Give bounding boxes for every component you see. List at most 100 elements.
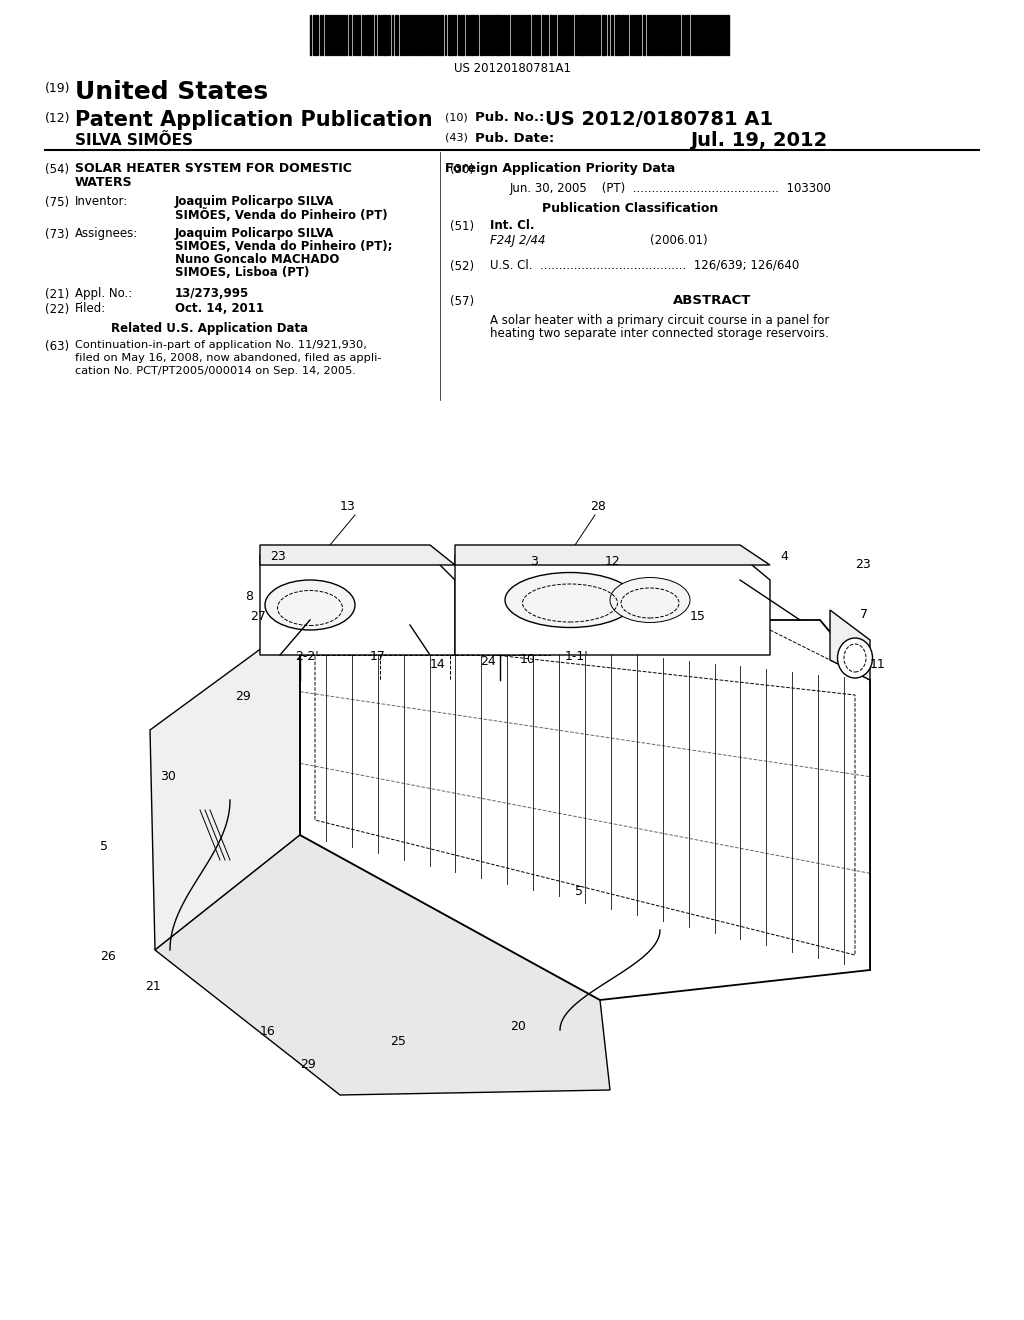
Text: Filed:: Filed: [75,302,106,315]
Text: 23: 23 [855,558,870,572]
Bar [523,15,525,55]
Bar [406,15,408,55]
Text: 4: 4 [780,550,787,564]
Text: (12): (12) [45,112,71,125]
Text: U.S. Cl.  .......................................  126/639; 126/640: U.S. Cl. ...............................… [490,259,800,272]
Polygon shape [455,554,770,655]
Text: 7: 7 [860,609,868,620]
Ellipse shape [838,638,872,678]
Bar [451,15,453,55]
Ellipse shape [265,579,355,630]
Text: Jun. 30, 2005    (PT)  .......................................  103300: Jun. 30, 2005 (PT) .....................… [510,182,831,195]
Text: Inventor:: Inventor: [75,195,128,209]
Polygon shape [300,620,870,1001]
Text: 5: 5 [100,840,108,853]
Text: 13/273,995: 13/273,995 [175,286,249,300]
Text: 3: 3 [530,554,538,568]
Text: Foreign Application Priority Data: Foreign Application Priority Data [444,162,675,176]
Text: SOLAR HEATER SYSTEM FOR DOMESTIC: SOLAR HEATER SYSTEM FOR DOMESTIC [75,162,352,176]
Bar [611,15,613,55]
Bar [534,15,536,55]
Text: 11: 11 [870,657,886,671]
Text: F24J 2/44: F24J 2/44 [490,234,546,247]
Bar [550,15,552,55]
Text: 12: 12 [605,554,621,568]
Text: A solar heater with a primary circuit course in a panel for: A solar heater with a primary circuit co… [490,314,829,327]
Text: 23: 23 [270,550,286,564]
Text: (54): (54) [45,162,70,176]
Text: 1-1': 1-1' [565,649,589,663]
Text: cation No. PCT/PT2005/000014 on Sep. 14, 2005.: cation No. PCT/PT2005/000014 on Sep. 14,… [75,366,356,376]
Bar [415,15,417,55]
Text: (10): (10) [445,112,468,121]
Bar [528,15,530,55]
Text: (43): (43) [445,133,468,143]
Text: 28: 28 [590,500,606,513]
Text: 29: 29 [300,1059,315,1071]
Text: filed on May 16, 2008, now abandoned, filed as appli-: filed on May 16, 2008, now abandoned, fi… [75,352,382,363]
Text: 25: 25 [390,1035,406,1048]
Text: (30): (30) [450,162,474,176]
Text: 30: 30 [160,770,176,783]
Bar [368,15,370,55]
Bar [598,15,600,55]
Bar [454,15,456,55]
Text: Joaquim Policarpo SILVA: Joaquim Policarpo SILVA [175,227,335,240]
Text: 2-2': 2-2' [295,649,318,663]
Text: SIMÕES, Venda do Pinheiro (PT): SIMÕES, Venda do Pinheiro (PT) [175,209,388,222]
Text: 13: 13 [340,500,355,513]
Text: 14: 14 [430,657,445,671]
Text: Joaquim Policarpo SILVA: Joaquim Policarpo SILVA [175,195,335,209]
Text: (19): (19) [45,82,71,95]
Text: (52): (52) [450,260,474,273]
Text: Int. Cl.: Int. Cl. [490,219,535,232]
Text: SILVA SIMÕES: SILVA SIMÕES [75,133,193,148]
Text: 20: 20 [510,1020,526,1034]
Text: US 2012/0180781 A1: US 2012/0180781 A1 [545,110,773,129]
Text: 21: 21 [145,979,161,993]
Polygon shape [155,836,610,1096]
Text: SIMOES, Venda do Pinheiro (PT);: SIMOES, Venda do Pinheiro (PT); [175,240,392,253]
Bar [449,15,450,55]
Text: Publication Classification: Publication Classification [542,202,718,215]
Text: Appl. No.:: Appl. No.: [75,286,132,300]
Text: 27: 27 [250,610,266,623]
Bar [632,15,634,55]
Text: 15: 15 [690,610,706,623]
Bar [702,15,705,55]
Text: United States: United States [75,81,268,104]
Text: Continuation-in-part of application No. 11/921,930,: Continuation-in-part of application No. … [75,341,367,350]
Polygon shape [260,545,455,565]
Bar [581,15,584,55]
Polygon shape [455,545,770,565]
Bar [585,15,587,55]
Text: 29: 29 [234,690,251,704]
Bar [643,15,645,55]
Text: WATERS: WATERS [75,176,133,189]
Text: heating two separate inter connected storage reservoirs.: heating two separate inter connected sto… [490,327,828,341]
Ellipse shape [505,573,635,627]
Text: 8: 8 [245,590,253,603]
Bar [653,15,655,55]
Text: Oct. 14, 2011: Oct. 14, 2011 [175,302,264,315]
Text: (22): (22) [45,304,70,315]
Text: 5: 5 [575,884,583,898]
Text: SIMOES, Lisboa (PT): SIMOES, Lisboa (PT) [175,267,309,279]
Text: (57): (57) [450,294,474,308]
Text: 24: 24 [480,655,496,668]
Text: 16: 16 [260,1026,275,1038]
Text: US 20120180781A1: US 20120180781A1 [454,62,570,75]
Bar [666,15,668,55]
Text: Related U.S. Application Data: Related U.S. Application Data [112,322,308,335]
Text: 17: 17 [370,649,386,663]
Bar [542,15,544,55]
Bar [617,15,618,55]
Ellipse shape [610,578,690,623]
Bar [496,15,499,55]
Text: (2006.01): (2006.01) [650,234,708,247]
Text: Pub. No.:: Pub. No.: [475,111,545,124]
Bar [602,15,604,55]
Bar [480,15,482,55]
Text: ABSTRACT: ABSTRACT [673,294,752,308]
Text: Nuno Goncalo MACHADO: Nuno Goncalo MACHADO [175,253,339,267]
